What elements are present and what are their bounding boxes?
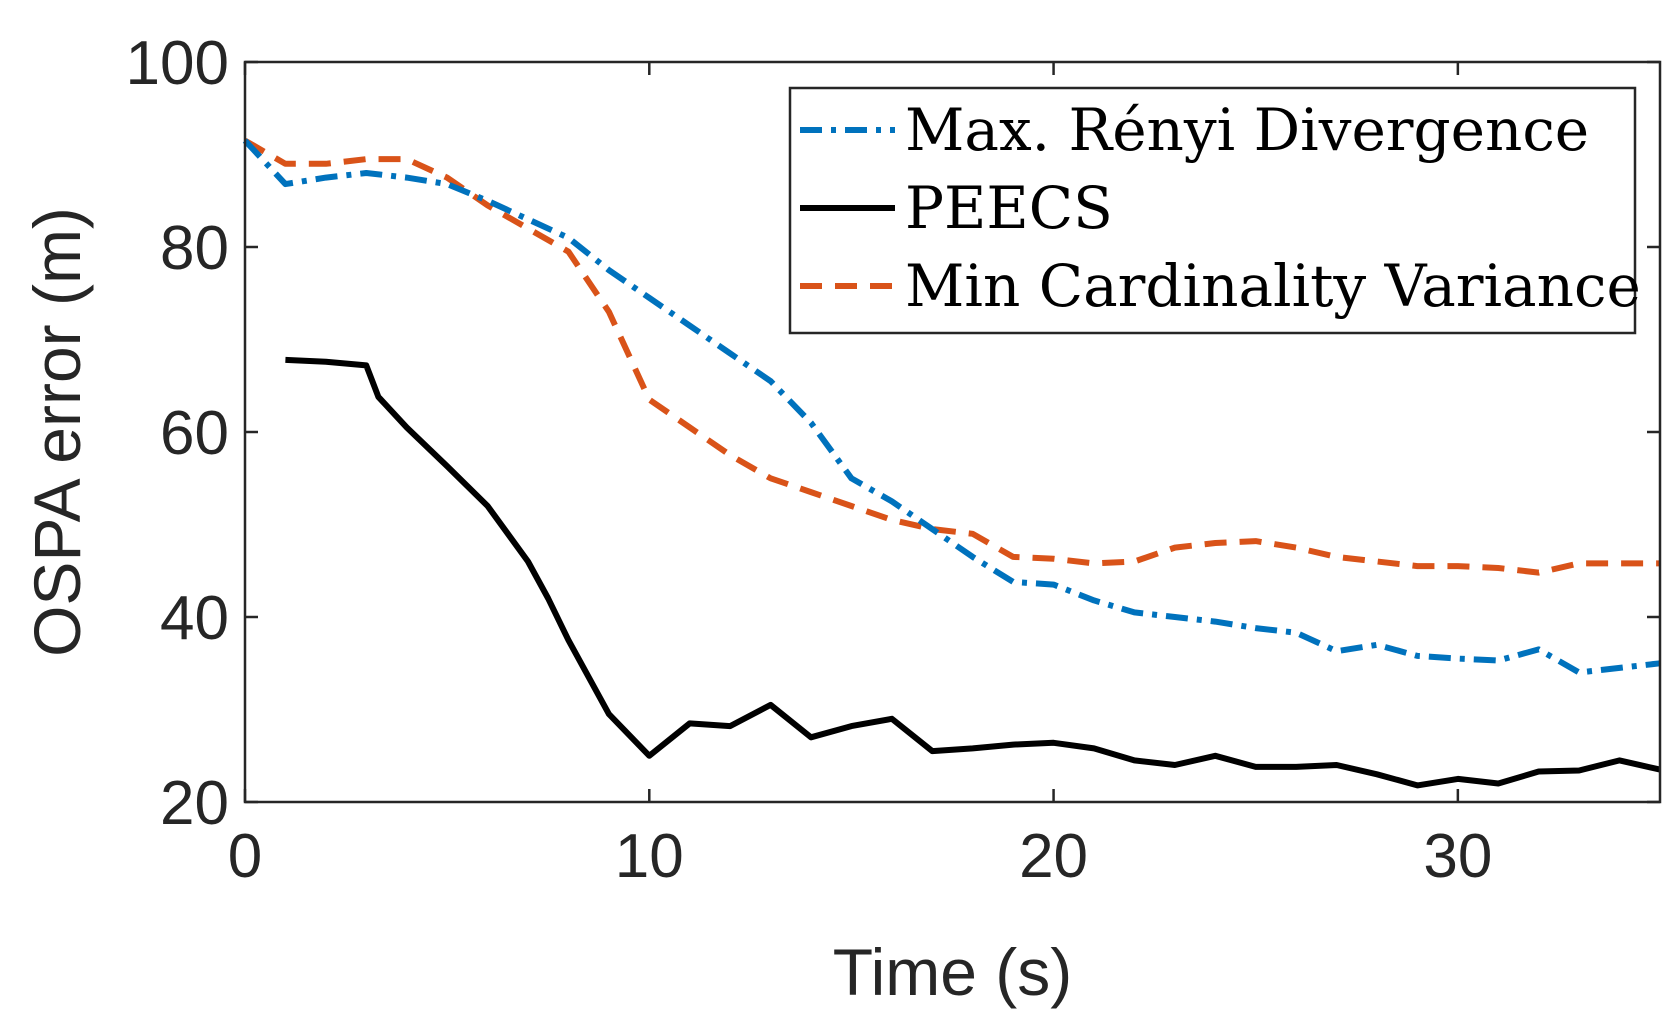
series-line-0 bbox=[242, 138, 1661, 676]
x-tick-label: 20 bbox=[1019, 822, 1088, 891]
y-tick-label: 40 bbox=[160, 584, 229, 653]
legend-label: Min Cardinality Variance bbox=[905, 252, 1641, 320]
y-tick-label: 60 bbox=[160, 399, 229, 468]
y-tick-label: 20 bbox=[160, 769, 229, 838]
x-axis-label: Time (s) bbox=[833, 935, 1073, 1009]
legend-label: Max. Rényi Divergence bbox=[905, 96, 1589, 164]
x-tick-label: 30 bbox=[1423, 822, 1492, 891]
legend-label: PEECS bbox=[905, 174, 1113, 242]
y-tick-label: 80 bbox=[160, 214, 229, 283]
y-axis-label: OSPA error (m) bbox=[20, 207, 94, 657]
plot-series bbox=[242, 137, 1661, 789]
legend: Max. Rényi Divergence PEECS Min Cardinalit… bbox=[788, 86, 1641, 335]
x-tick-label: 0 bbox=[228, 822, 262, 891]
axis-ticks: 0 10 20 30 20 40 60 80 100 bbox=[126, 29, 1660, 891]
series-line-1 bbox=[285, 356, 1661, 789]
y-tick-label: 100 bbox=[126, 29, 229, 98]
legend-box bbox=[788, 86, 1637, 335]
x-tick-label: 10 bbox=[615, 822, 684, 891]
